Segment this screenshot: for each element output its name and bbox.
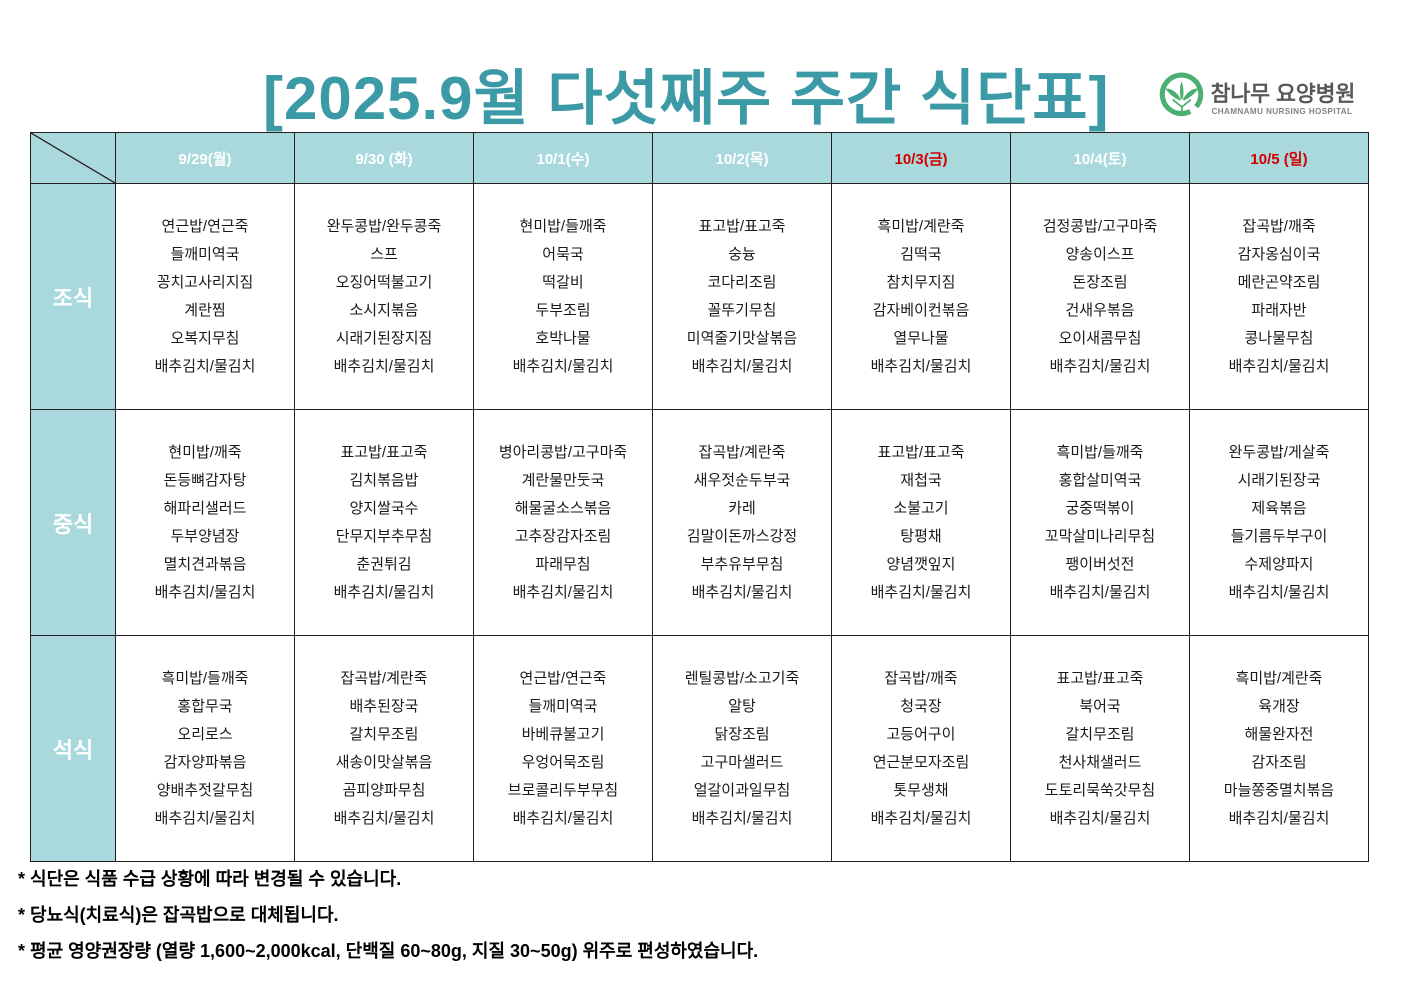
- svg-text:CHAMNAMU NURSING HOSPITAL: CHAMNAMU NURSING HOSPITAL: [1212, 107, 1353, 116]
- svg-text:참나무 요양병원: 참나무 요양병원: [1211, 81, 1356, 106]
